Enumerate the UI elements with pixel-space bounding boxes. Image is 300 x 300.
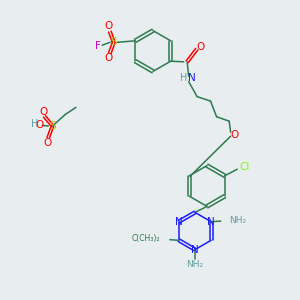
Text: Cl: Cl: [239, 162, 249, 172]
Text: F: F: [95, 41, 101, 51]
Text: S: S: [49, 121, 56, 131]
Text: O: O: [44, 138, 52, 148]
Text: H: H: [180, 73, 187, 83]
Text: O: O: [36, 120, 44, 130]
Text: O: O: [40, 106, 48, 116]
Text: O: O: [105, 53, 113, 63]
Text: N: N: [191, 244, 199, 255]
Text: N: N: [175, 217, 183, 227]
Text: O: O: [197, 42, 205, 52]
Text: H: H: [31, 119, 38, 129]
Text: O: O: [231, 130, 239, 140]
Text: N: N: [188, 73, 196, 83]
Text: S: S: [110, 37, 117, 47]
Text: N: N: [207, 217, 215, 227]
Text: O: O: [105, 21, 113, 31]
Text: NH₂: NH₂: [186, 260, 204, 269]
Text: C(CH₃)₂: C(CH₃)₂: [132, 234, 160, 243]
Text: NH₂: NH₂: [229, 216, 246, 225]
